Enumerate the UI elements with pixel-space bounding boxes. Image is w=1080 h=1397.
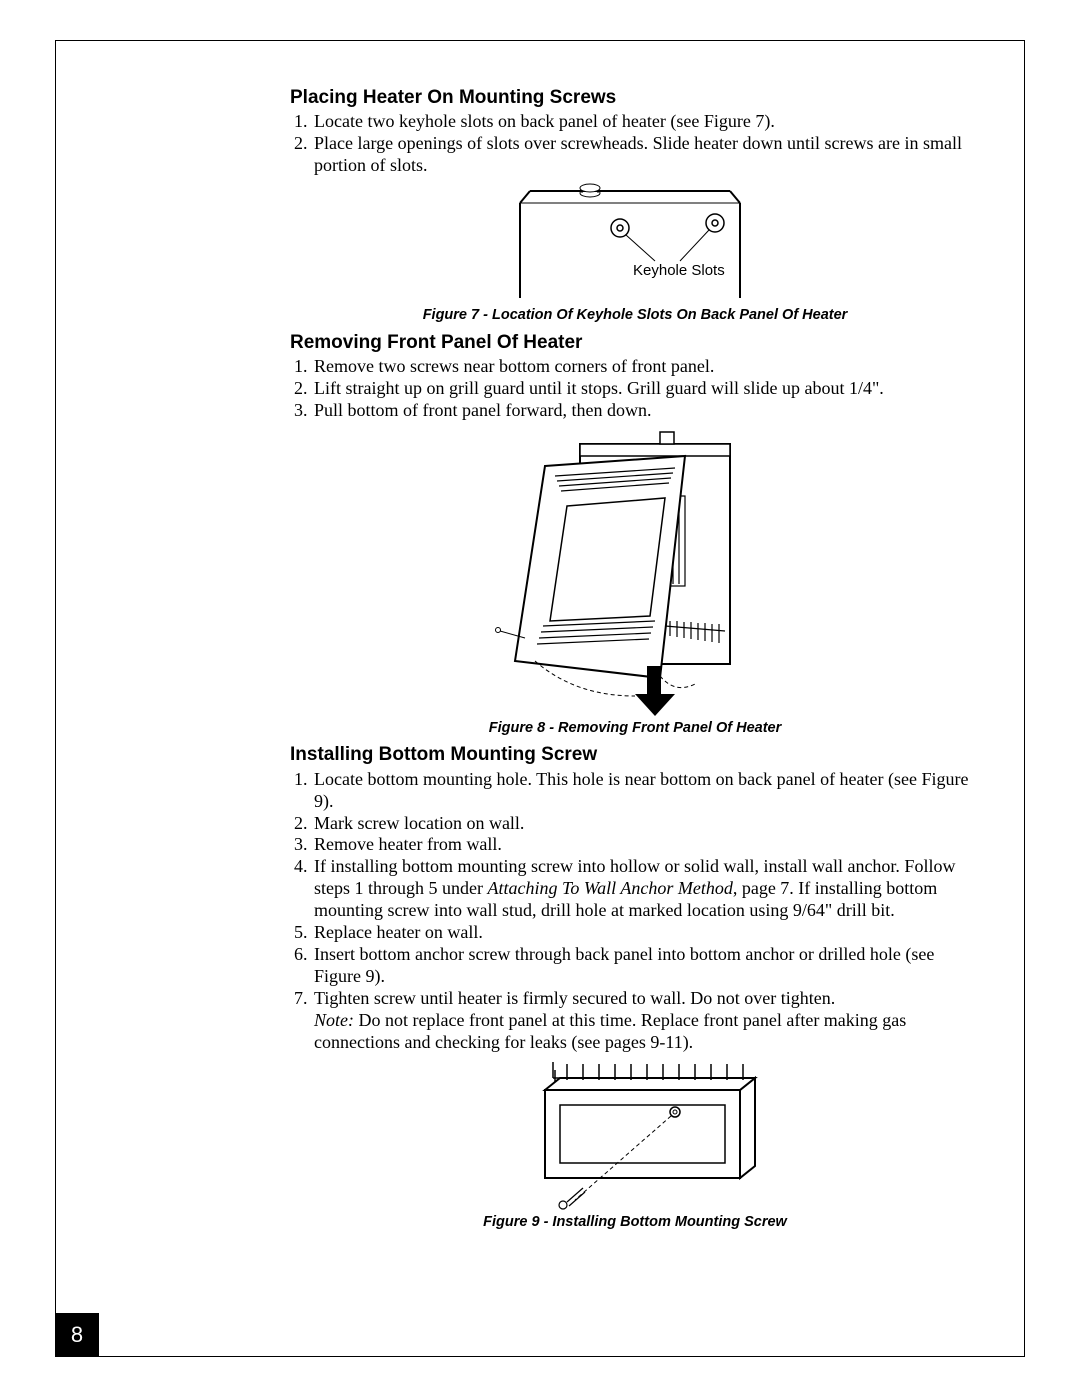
section3-item2: Mark screw location on wall.: [312, 813, 980, 835]
section3-heading: Installing Bottom Mounting Screw: [290, 743, 980, 766]
section1-item2: Place large openings of slots over screw…: [312, 133, 980, 177]
section3-item7-note-label: Note:: [314, 1010, 354, 1030]
figure-8-svg: [495, 426, 775, 716]
figure-8: [290, 426, 980, 716]
figure-7-svg: Keyhole Slots: [490, 183, 780, 303]
page-number-text: 8: [71, 1322, 83, 1348]
section2-item2: Lift straight up on grill guard until it…: [312, 378, 980, 400]
section2-list: Remove two screws near bottom corners of…: [290, 356, 980, 422]
section1-item1: Locate two keyhole slots on back panel o…: [312, 111, 980, 133]
section3-item3: Remove heater from wall.: [312, 834, 980, 856]
figure-7: Keyhole Slots: [290, 183, 980, 303]
page-content: Placing Heater On Mounting Screws Locate…: [290, 80, 980, 1238]
figure-9-svg: [505, 1060, 765, 1210]
section2-item3: Pull bottom of front panel forward, then…: [312, 400, 980, 422]
section3-item5: Replace heater on wall.: [312, 922, 980, 944]
section1-list: Locate two keyhole slots on back panel o…: [290, 111, 980, 177]
figure-9-caption: Figure 9 - Installing Bottom Mounting Sc…: [290, 1214, 980, 1232]
section3-item4: If installing bottom mounting screw into…: [312, 856, 980, 922]
section3-item6: Insert bottom anchor screw through back …: [312, 944, 980, 988]
section3-item7-b: Do not replace front panel at this time.…: [314, 1010, 906, 1052]
page-number: 8: [55, 1313, 99, 1357]
section2-heading: Removing Front Panel Of Heater: [290, 331, 980, 354]
section3-item1: Locate bottom mounting hole. This hole i…: [312, 769, 980, 813]
section3-list: Locate bottom mounting hole. This hole i…: [290, 769, 980, 1054]
figure-8-caption: Figure 8 - Removing Front Panel Of Heate…: [290, 720, 980, 738]
figure-9: [290, 1060, 980, 1210]
figure-7-caption: Figure 7 - Location Of Keyhole Slots On …: [290, 307, 980, 325]
section1-heading: Placing Heater On Mounting Screws: [290, 86, 980, 109]
section3-item7: Tighten screw until heater is firmly sec…: [312, 988, 980, 1054]
section3-item7-a: Tighten screw until heater is firmly sec…: [314, 988, 835, 1008]
section2-item1: Remove two screws near bottom corners of…: [312, 356, 980, 378]
figure-7-label: Keyhole Slots: [633, 262, 725, 279]
section3-item4-ref: Attaching To Wall Anchor Method: [487, 878, 732, 898]
